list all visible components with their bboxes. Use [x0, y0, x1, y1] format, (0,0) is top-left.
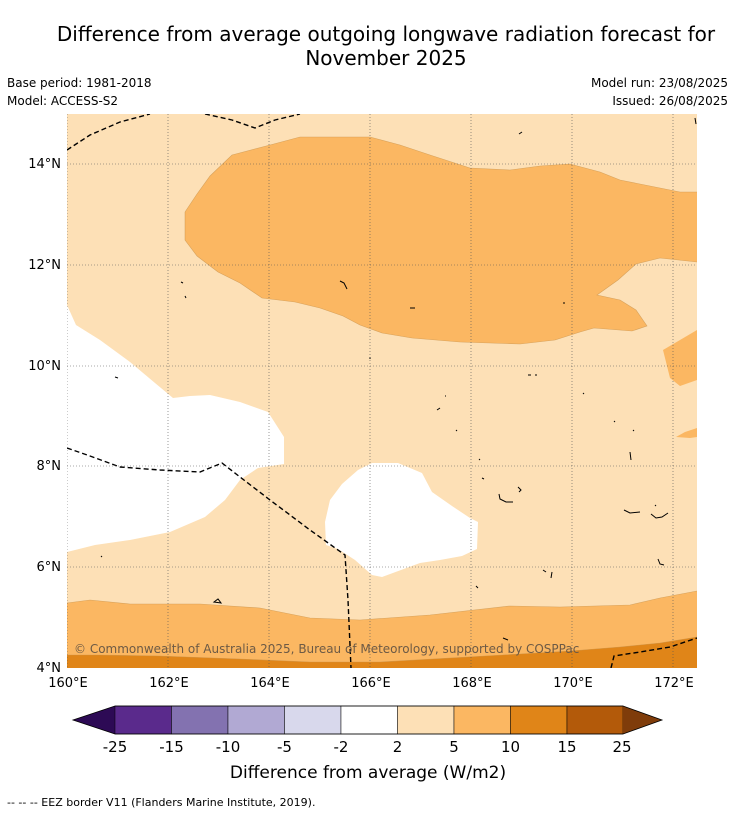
- colorbar-label: 25: [612, 738, 631, 756]
- colorbar-labels: -25 -15 -10 -5 -2 2 5 10 15 25: [103, 738, 632, 756]
- x-tick: 164°E: [250, 676, 290, 691]
- anomaly-field: © Commonwealth of Australia 2025, Bureau…: [67, 114, 697, 668]
- colorbar-label: 15: [557, 738, 576, 756]
- x-tick: 168°E: [452, 676, 492, 691]
- model-name: Model: ACCESS-S2: [7, 94, 119, 108]
- y-tick: 4°N: [37, 661, 62, 676]
- title-line-1: Difference from average outgoing longwav…: [56, 22, 716, 46]
- graticule: [67, 114, 697, 668]
- colorbar-segment: [284, 705, 342, 735]
- x-axis-ticks: 160°E 162°E 164°E 166°E 168°E 170°E 172°…: [48, 676, 694, 691]
- contour-lines: [67, 136, 697, 663]
- neutral-region-west: [67, 305, 284, 552]
- band-5-to-10-east-b: [676, 428, 697, 438]
- colorbar-label: 2: [393, 738, 403, 756]
- y-tick: 6°N: [37, 560, 62, 575]
- colorbar-segment: [566, 705, 624, 735]
- colorbar-extend-left: [73, 706, 115, 734]
- colorbar-label: 5: [449, 738, 459, 756]
- issued-date: Issued: 26/08/2025: [612, 94, 728, 108]
- colorbar-segment: [114, 705, 172, 735]
- colorbar-label: -15: [159, 738, 184, 756]
- colorbar-segment: [397, 705, 455, 735]
- colorbar-segment: [340, 705, 398, 735]
- colorbar-segment: [171, 705, 229, 735]
- colorbar-extend-right: [623, 706, 662, 734]
- band-10-to-15-south: [67, 637, 697, 668]
- colorbar-label: -10: [216, 738, 241, 756]
- y-tick: 10°N: [28, 359, 61, 374]
- title-line-2: November 2025: [305, 46, 467, 70]
- y-tick: 8°N: [37, 459, 62, 474]
- x-tick: 166°E: [351, 676, 391, 691]
- y-tick: 14°N: [28, 157, 61, 172]
- y-tick: 12°N: [28, 258, 61, 273]
- x-tick: 160°E: [48, 676, 88, 691]
- x-tick: 170°E: [553, 676, 593, 691]
- x-tick: 162°E: [149, 676, 189, 691]
- model-run: Model run: 23/08/2025: [590, 76, 728, 90]
- band-5-to-10-south: [67, 591, 697, 668]
- colorbar-segment: [453, 705, 511, 735]
- eez-borders: [67, 114, 697, 668]
- chart-title: Difference from average outgoing longwav…: [0, 22, 736, 70]
- band-5-to-10-east-a: [663, 330, 697, 386]
- meta-right: Model run: 23/08/2025 Issued: 26/08/2025: [591, 74, 728, 110]
- colorbar-label: -5: [277, 738, 292, 756]
- colorbar-segment: [227, 705, 285, 735]
- colorbar-label: -2: [334, 738, 349, 756]
- colorbar-title: Difference from average (W/m2): [230, 763, 506, 783]
- eez-footnote: -- -- -- EEZ border V11 (Flanders Marine…: [7, 796, 316, 809]
- colorbar-label: 10: [501, 738, 520, 756]
- meta-left: Base period: 1981-2018 Model: ACCESS-S2: [7, 74, 152, 110]
- colorbar: -25 -15 -10 -5 -2 2 5 10 15 25 Differenc…: [71, 705, 664, 783]
- band-5-to-10-north: [185, 137, 697, 344]
- copyright-notice: © Commonwealth of Australia 2025, Bureau…: [74, 642, 579, 656]
- colorbar-outline: [71, 705, 664, 735]
- colorbar-label: -25: [103, 738, 128, 756]
- neutral-region-central: [325, 463, 478, 577]
- island-outlines: [100, 117, 697, 641]
- base-period: Base period: 1981-2018: [7, 76, 152, 90]
- x-tick: 172°E: [654, 676, 694, 691]
- colorbar-segment: [510, 705, 568, 735]
- y-axis-ticks: 14°N 12°N 10°N 8°N 6°N 4°N: [28, 157, 61, 676]
